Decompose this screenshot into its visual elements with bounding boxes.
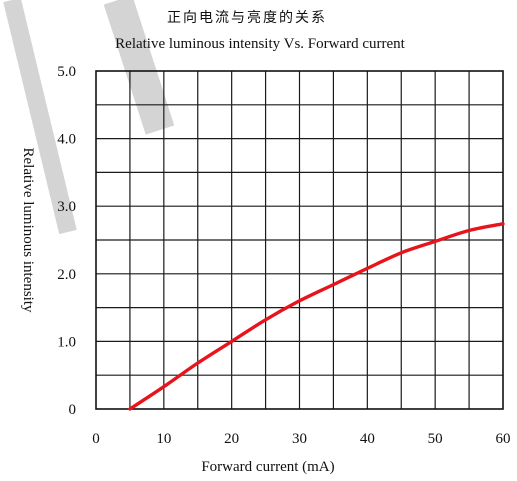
chart-subtitle: Relative luminous intensity Vs. Forward … — [115, 36, 406, 52]
y-tick-label: 5.0 — [57, 64, 76, 80]
x-axis-label: Forward current (mA) — [201, 459, 334, 475]
y-axis-label: Relative luminous intensity — [20, 148, 36, 313]
x-tick-label: 10 — [156, 431, 171, 447]
plot-frame — [95, 70, 504, 410]
x-tick-labels: 0 10 20 30 40 50 60 — [92, 431, 510, 447]
x-tick-label: 40 — [360, 431, 375, 447]
series-layer — [128, 222, 505, 411]
y-tick-label: 0 — [69, 402, 77, 418]
x-tick-label: 0 — [92, 431, 100, 447]
y-tick-labels: 0 1.0 2.0 3.0 4.0 5.0 — [57, 64, 76, 418]
watermark-stripe — [103, 0, 175, 135]
y-tick-label: 1.0 — [57, 334, 76, 350]
watermark-stripe — [3, 0, 77, 235]
plot-border — [95, 70, 504, 410]
grid-lines — [96, 71, 503, 409]
x-tick-label: 20 — [224, 431, 239, 447]
y-tick-label: 3.0 — [57, 199, 76, 215]
x-tick-label: 30 — [292, 431, 307, 447]
watermark-stripes — [3, 0, 175, 235]
x-tick-label: 50 — [428, 431, 443, 447]
y-tick-label: 4.0 — [57, 132, 76, 148]
x-tick-label: 60 — [496, 431, 511, 447]
chart-title: 正向电流与亮度的关系 — [167, 9, 327, 26]
y-tick-label: 2.0 — [57, 267, 76, 283]
series-line — [128, 222, 505, 411]
